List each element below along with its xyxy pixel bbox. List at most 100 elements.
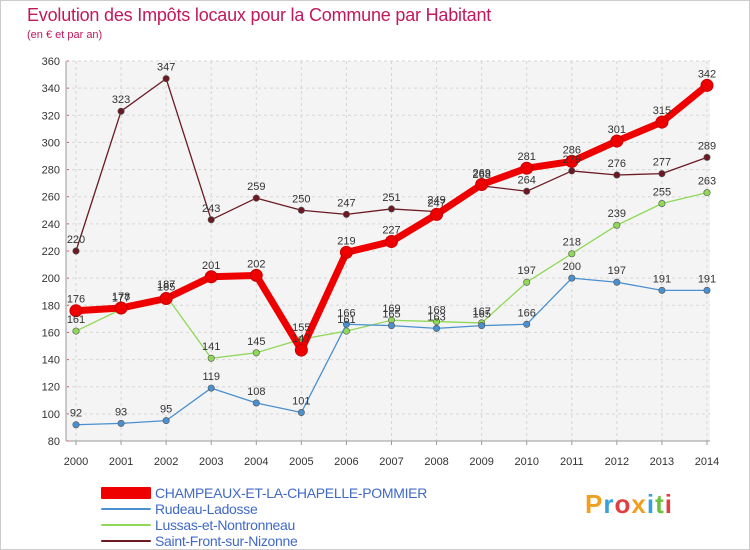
data-point [117,419,125,427]
x-tick-label: 2006 [334,456,358,468]
data-label: 145 [247,336,265,348]
data-label: 191 [698,273,716,285]
y-tick-label: 220 [42,246,60,258]
data-point [294,343,308,357]
y-tick-label: 260 [42,192,60,204]
data-label: 161 [337,314,355,326]
data-label: 279 [563,154,581,166]
data-label: 323 [112,94,130,106]
y-tick-label: 340 [42,83,60,95]
data-point [568,250,576,258]
data-label: 155 [292,322,310,334]
legend-swatch [101,540,151,542]
data-label: 101 [292,396,310,408]
data-label: 243 [202,203,220,215]
data-label: 187 [157,279,175,291]
data-label: 286 [563,144,581,156]
data-point [658,286,666,294]
y-tick-label: 100 [42,409,60,421]
y-tick-label: 120 [42,382,60,394]
data-label: 166 [337,307,355,319]
data-label: 251 [382,192,400,204]
data-label: 93 [115,406,127,418]
x-tick-label: 2007 [379,456,403,468]
data-label: 220 [67,234,85,246]
data-label: 197 [518,265,536,277]
data-label: 276 [608,158,626,170]
data-label: 219 [337,235,355,247]
data-label: 168 [427,305,445,317]
chart-title: Evolution des Impôts locaux pour la Comm… [27,5,492,25]
data-point [72,327,80,335]
legend-swatch [101,508,151,510]
data-point [342,320,350,328]
data-point [655,115,669,129]
data-point [658,200,666,208]
data-point [252,194,260,202]
data-label: 247 [337,197,355,209]
x-tick-label: 2004 [244,456,268,468]
data-point [249,268,263,282]
data-point [159,292,173,305]
data-label: 119 [202,371,220,383]
data-label: 141 [202,341,220,353]
legend-item: Rudeau-Ladosse [101,501,427,517]
data-point [475,178,489,191]
y-tick-label: 200 [42,273,60,285]
y-tick-label: 240 [42,219,60,231]
data-point [117,107,125,115]
data-point [703,153,711,161]
logo-letter: x [631,489,647,519]
data-label: 301 [608,124,626,136]
data-point [610,134,624,148]
data-point [114,301,128,315]
data-label: 255 [653,187,671,199]
data-label: 269 [472,168,490,180]
data-point [613,278,621,286]
y-tick-label: 80 [48,436,60,448]
legend-swatch [101,524,151,526]
data-point [204,270,218,284]
data-label: 185 [157,282,175,294]
data-point [520,161,534,175]
legend-swatch [101,487,151,499]
data-point [69,304,83,318]
legend-item: Lussas-et-Nontronneau [101,517,427,533]
x-tick-label: 2010 [514,456,538,468]
data-label: 218 [563,237,581,249]
x-tick-label: 2009 [469,456,493,468]
data-label: 177 [112,292,130,304]
data-point [297,206,305,214]
data-label: 176 [67,294,85,306]
data-point [207,354,215,362]
x-tick-label: 2011 [560,456,584,468]
data-label: 239 [608,208,626,220]
data-point [523,278,531,286]
data-point [162,417,170,425]
chart-subtitle: (en € et par an) [27,29,103,41]
data-point [523,320,531,328]
data-point [207,384,215,392]
logo-letter: P [585,489,604,519]
data-label: 264 [518,174,536,186]
logo-letter: t [655,489,665,519]
legend-label: Lussas-et-Nontronneau [155,517,296,533]
y-tick-label: 140 [42,355,60,367]
data-point [342,210,350,218]
legend-item: Saint-Front-sur-Nizonne [101,533,427,549]
data-point [252,349,260,357]
legend-label: Saint-Front-sur-Nizonne [155,533,298,549]
data-label: 95 [160,404,172,416]
data-label: 249 [427,195,445,207]
data-label: 202 [247,258,265,270]
legend-item: CHAMPEAUX-ET-LA-CHAPELLE-POMMIER [101,485,427,501]
logo-letter: i [646,489,656,519]
x-tick-label: 2012 [605,456,629,468]
data-label: 92 [70,408,82,420]
data-point [297,408,305,416]
data-label: 247 [427,197,445,209]
x-tick-label: 2002 [154,456,178,468]
y-tick-label: 360 [42,56,60,68]
data-label: 315 [653,105,671,117]
data-point [613,171,621,179]
